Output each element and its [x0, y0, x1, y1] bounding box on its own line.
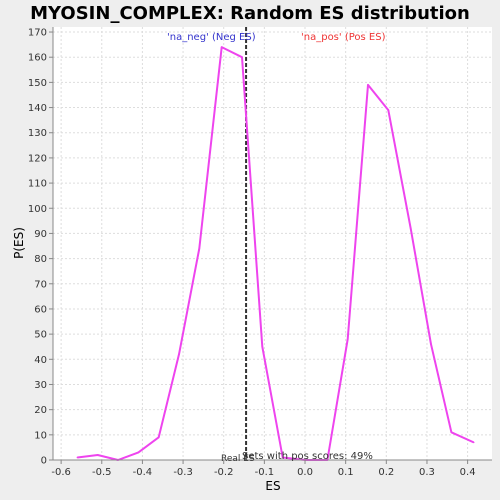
data-point [430, 343, 432, 345]
y-tick-label: 130 [28, 128, 47, 139]
data-point [76, 456, 79, 459]
neg-es-label: 'na_neg' (Neg ES) [167, 32, 256, 43]
x-tick-label: 0.3 [419, 467, 435, 478]
axes [52, 27, 492, 461]
x-axis-ticks: -0.6 -0.5 -0.4 -0.3 -0.2 -0.1 0.0 0.1 0.2 0.3 0.4 [51, 460, 476, 478]
y-tick-label: 140 [28, 103, 47, 114]
y-tick-label: 40 [34, 355, 47, 366]
chart-title: MYOSIN_COMPLEX: Random ES distribution [30, 3, 470, 24]
y-axis-ticks: 0 10 20 30 40 50 60 70 80 90 100 110 120 130 140 150 160… [28, 28, 53, 467]
data-point [96, 454, 99, 456]
x-tick-label: 0.2 [378, 467, 394, 478]
data-point [157, 436, 160, 439]
y-tick-label: 170 [28, 28, 47, 39]
data-point [450, 431, 453, 434]
sets-pos-scores-label: Sets with pos scores: 49% [242, 451, 373, 462]
data-point [281, 456, 284, 459]
data-point [241, 56, 243, 59]
y-tick-label: 70 [34, 279, 47, 290]
y-tick-label: 30 [34, 380, 47, 391]
x-tick-label: -0.3 [173, 467, 193, 478]
data-point [178, 353, 180, 356]
y-tick-label: 160 [28, 53, 47, 64]
y-tick-label: 20 [34, 405, 47, 416]
data-point [387, 109, 390, 111]
y-tick-label: 90 [34, 229, 47, 240]
x-tick-label: -0.5 [92, 467, 112, 478]
x-tick-label: -0.6 [51, 467, 71, 478]
data-point [367, 84, 369, 86]
y-tick-label: 60 [34, 304, 47, 315]
x-tick-label: -0.1 [255, 467, 275, 478]
y-tick-label: 110 [28, 179, 47, 190]
real-es-label: Real ES [221, 454, 255, 464]
y-tick-label: 80 [34, 254, 47, 265]
series-line-0 [77, 46, 475, 461]
y-tick-label: 100 [28, 204, 47, 215]
data-point [137, 451, 140, 454]
plot-area [53, 27, 492, 460]
data-point [472, 441, 475, 444]
data-point [198, 247, 201, 250]
grid-lines [53, 27, 492, 461]
y-tick-label: 120 [28, 153, 47, 164]
x-tick-label: 0.0 [297, 467, 313, 478]
data-point [409, 227, 412, 230]
data-point [261, 345, 264, 348]
x-axis-label: ES [265, 479, 280, 493]
y-tick-label: 10 [34, 430, 47, 441]
x-tick-label: 0.4 [460, 467, 476, 478]
x-tick-label: -0.2 [214, 467, 234, 478]
y-axis-label: P(ES) [12, 227, 26, 259]
pos-es-label: 'na_pos' (Pos ES) [301, 32, 386, 43]
data-point [346, 338, 349, 340]
data-point [220, 46, 223, 48]
y-tick-label: 0 [41, 456, 47, 467]
x-tick-label: -0.4 [133, 467, 153, 478]
y-tick-label: 150 [28, 78, 47, 89]
x-tick-label: 0.1 [338, 467, 354, 478]
y-tick-label: 50 [34, 330, 47, 341]
